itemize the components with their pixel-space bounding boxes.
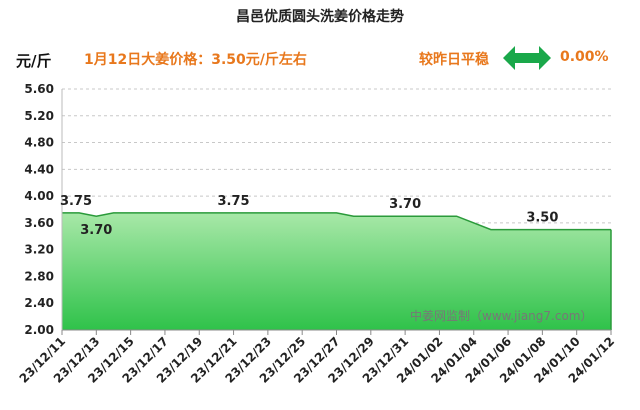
- data-label: 3.50: [526, 211, 558, 226]
- axes: 2.00 2.40 2.80 3.20 3.60 4.00 4.40 4.80 5.20 5.60…: [17, 82, 618, 386]
- series-line: [62, 212, 611, 231]
- area-fill: [62, 212, 611, 330]
- y-tick-label: 2.40: [24, 296, 54, 310]
- data-label: 3.75: [218, 194, 250, 209]
- y-tick-label: 2.80: [24, 269, 54, 283]
- area-series: [62, 212, 612, 330]
- data-label: 3.70: [80, 223, 112, 238]
- change-percent: 0.00%: [560, 49, 609, 65]
- y-tick-label: 4.00: [24, 189, 54, 203]
- y-tick-label: 5.20: [24, 109, 54, 123]
- y-tick-label: 3.60: [24, 216, 54, 230]
- y-tick-label: 3.20: [24, 243, 54, 257]
- double-arrow-icon: [503, 46, 551, 70]
- price-headline: 1月12日大姜价格：3.50元/斤左右: [84, 52, 307, 68]
- chart-title: 昌邑优质圆头洗姜价格走势: [236, 9, 404, 25]
- y-tick-label: 5.60: [24, 82, 54, 96]
- data-label: 3.75: [60, 194, 92, 209]
- y-tick-label: 4.80: [24, 136, 54, 150]
- y-axis-unit: 元/斤: [16, 52, 52, 70]
- watermark: 中姜网监制（www.jiang7.com）: [410, 308, 592, 323]
- data-label: 3.70: [389, 197, 421, 212]
- data-labels: 3.75 3.70 3.75 3.70 3.50: [60, 194, 558, 238]
- change-status: 较昨日平稳: [419, 52, 489, 68]
- y-tick-label: 4.40: [24, 162, 54, 176]
- y-tick-label: 2.00: [24, 323, 54, 337]
